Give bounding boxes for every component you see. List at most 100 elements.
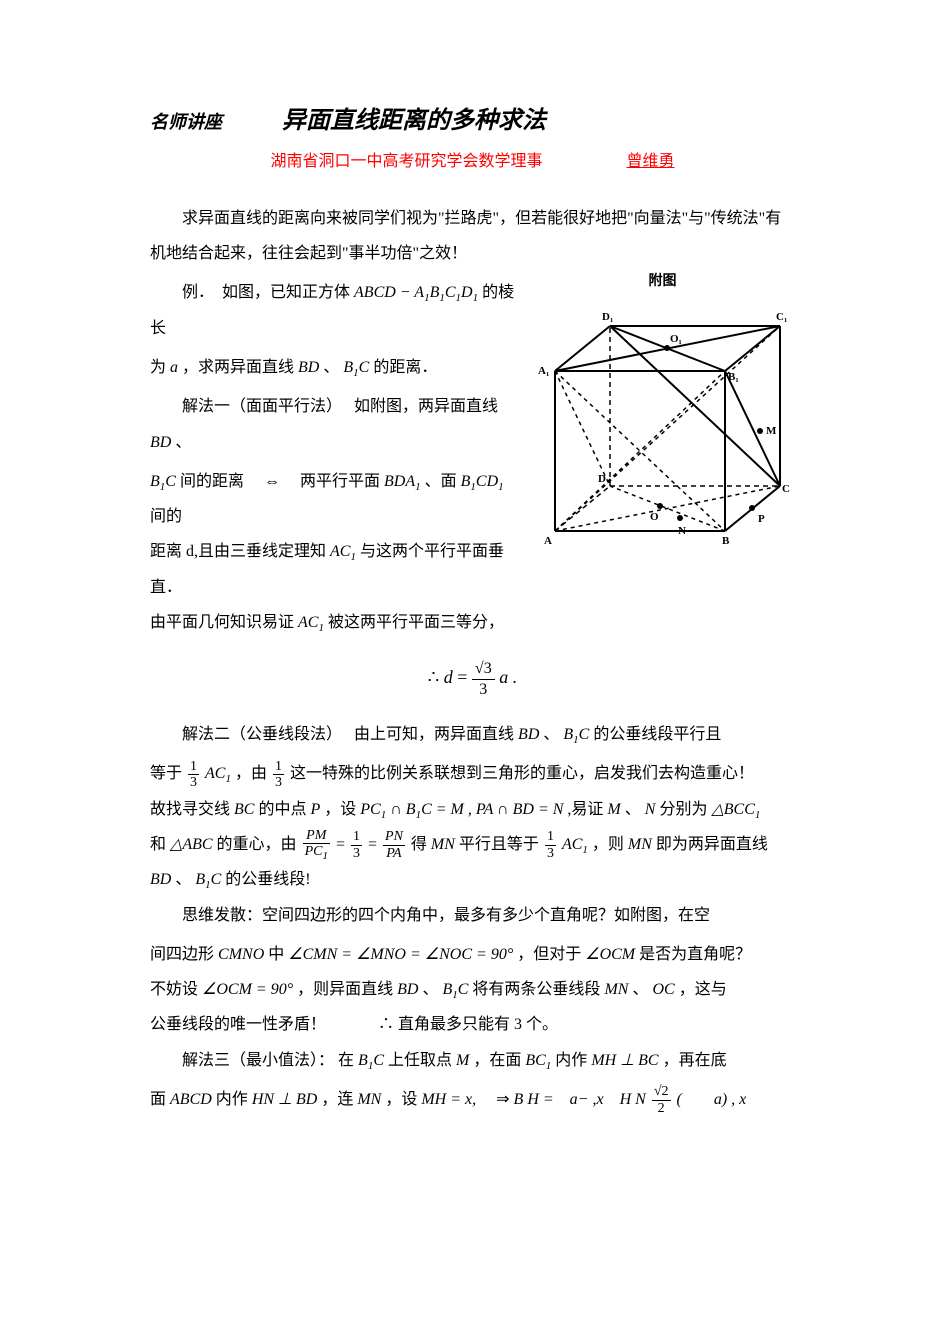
m2-b1c: B1C xyxy=(563,726,589,743)
figure-container: 附图 xyxy=(530,265,795,546)
m3-t1: 在 xyxy=(338,1052,354,1069)
m2-sep: 、 xyxy=(543,726,559,743)
m3-perp2: HN ⊥ BD xyxy=(252,1091,318,1108)
ex-p2-suffix: 的距离． xyxy=(373,359,437,376)
frac-sqrt3-3: √3 3 xyxy=(472,659,495,698)
m2-t16: 即为两异面直线 xyxy=(656,836,768,853)
dv-t2: 间四边形 xyxy=(150,946,214,963)
m3-imp: ⇒ xyxy=(496,1091,509,1108)
divergence-p2: 间四边形 CMNO 中 ∠CMN = ∠MNO = ∠NOC = 90° ，但对… xyxy=(150,937,795,972)
m3-bh: B H = a− ,x H N xyxy=(514,1091,646,1108)
divergence-p1: 思维发散：空间四边形的四个内角中，最多有多少个直角呢？如附图，在空 xyxy=(150,898,795,933)
cube-figure: D₁ C₁ A₁ B₁ D C A B O₁ O M N P xyxy=(530,296,790,546)
f13d-den: 3 xyxy=(545,846,556,861)
dv-t11: 直角最多只能有 3 个。 xyxy=(398,1016,558,1033)
therefore-sym: ∴ xyxy=(428,667,439,687)
dv-sep: 、 xyxy=(422,981,438,998)
dv-t7: ，则异面直线 xyxy=(297,981,393,998)
f13c-num: 1 xyxy=(351,829,362,845)
frac-pn-pa: PN PA xyxy=(383,829,405,861)
dv-t5: 是否为直角呢？ xyxy=(639,946,751,963)
m2-t8: ，设 xyxy=(324,801,356,818)
m3-perp1: MH ⊥ BC xyxy=(591,1052,658,1069)
dv-mn: MN xyxy=(604,981,628,998)
m2-t15: ，则 xyxy=(592,836,624,853)
m2-t9: ,易证 xyxy=(567,801,603,818)
svg-text:P: P xyxy=(758,513,765,525)
formula-d: ∴ d = √3 3 a . xyxy=(150,658,795,699)
svg-text:C₁: C₁ xyxy=(776,311,787,323)
svg-text:O₁: O₁ xyxy=(670,333,682,345)
ex-p2-mid: ，求两异面直线 xyxy=(182,359,294,376)
example-section: 附图 xyxy=(150,275,795,640)
m3-t2: 上任取点 xyxy=(388,1052,452,1069)
m2-t17: 的公垂线段! xyxy=(225,871,310,888)
m1-t4: 、面 xyxy=(425,473,457,490)
m2-ac1b: AC1 xyxy=(562,836,588,853)
m3-t4: 内作 xyxy=(555,1052,587,1069)
m2-t6: 故找寻交线 xyxy=(150,801,230,818)
m2-t13: 得 xyxy=(411,836,427,853)
m2-tri1: △BCC1 xyxy=(711,801,760,818)
method1-p4: 由平面几何知识易证 AC1 被这两平行平面三等分， xyxy=(150,605,795,640)
m1-t2: 间的距离 xyxy=(180,473,260,490)
method2-title: 解法二（公垂线段法） xyxy=(182,726,334,743)
m3-t8: ，连 xyxy=(321,1091,353,1108)
m3-M: M xyxy=(456,1052,469,1069)
s22-num: √2 xyxy=(652,1084,671,1100)
line-bd: BD xyxy=(298,359,319,376)
pc1-den: PC1 xyxy=(303,844,330,862)
m2-t1: 由上可知，两异面直线 xyxy=(354,726,514,743)
m2-eq1: PC1 ∩ B1C = M , PA ∩ BD = N xyxy=(360,801,563,818)
f13b-num: 1 xyxy=(273,759,284,775)
dv-t6: 不妨设 xyxy=(150,981,198,998)
m2-t4: ，由 xyxy=(235,765,267,782)
svg-text:O: O xyxy=(650,511,659,523)
m1-plane1: BDA1 xyxy=(384,473,421,490)
m2-sep2: 、 xyxy=(625,801,641,818)
m1-t3: 两平行平面 xyxy=(284,473,380,490)
m2-mn2: MN xyxy=(628,836,652,853)
dv-t4: ，但对于 xyxy=(517,946,581,963)
ex-p2-prefix: 为 xyxy=(150,359,166,376)
method3-p2: 面 ABCD 内作 HN ⊥ BD ，连 MN ，设 MH = x, ⇒ B H… xyxy=(150,1082,795,1117)
m1-ac1b: AC1 xyxy=(298,614,324,631)
m1-sep: 、 xyxy=(175,434,191,451)
method3-title: 解法三（最小值法）： xyxy=(182,1052,334,1069)
m3-t9: ，设 xyxy=(385,1091,417,1108)
var-d: d xyxy=(444,667,453,687)
m3-bc1: BC1 xyxy=(525,1052,551,1069)
svg-text:A: A xyxy=(544,535,552,546)
dv-quad: CMNO xyxy=(218,946,264,963)
dv-bd: BD xyxy=(397,981,418,998)
m3-set: MH = x, xyxy=(421,1091,476,1108)
svg-text:M: M xyxy=(766,425,777,437)
figure-label: 附图 xyxy=(530,265,795,296)
m2-t7: 的中点 xyxy=(258,801,306,818)
main-title: 异面直线距离的多种求法 xyxy=(282,100,546,135)
svg-text:B₁: B₁ xyxy=(728,371,739,383)
svg-text:C: C xyxy=(782,483,790,495)
author: 曾维勇 xyxy=(627,147,675,171)
frac-1-3b: 1 3 xyxy=(273,759,284,791)
dv-sep2: 、 xyxy=(632,981,648,998)
pm-num: PM xyxy=(303,828,330,844)
content: 求异面直线的距离向来被同学们视为"拦路虎"，但若能很好地把"向量法"与"传统法"… xyxy=(150,201,795,1117)
svg-text:B: B xyxy=(722,535,730,546)
m3-t7: 内作 xyxy=(216,1091,248,1108)
f13c-den: 3 xyxy=(351,846,362,861)
m2-bd: BD xyxy=(518,726,539,743)
dv-t8: 将有两条公垂线段 xyxy=(472,981,600,998)
var-a: a . xyxy=(499,667,517,687)
dv-assume: ∠OCM = 90° xyxy=(202,981,293,998)
frac-1-3d: 1 3 xyxy=(545,829,556,861)
method2-p3: 故找寻交线 BC 的中点 P ，设 PC1 ∩ B1C = M , PA ∩ B… xyxy=(150,792,795,827)
svg-text:D: D xyxy=(598,473,606,485)
m2-t5: 这一特殊的比例关系联想到三角形的重心，启发我们去构造重心！ xyxy=(290,765,754,782)
m2-bc: BC xyxy=(234,801,254,818)
frac-sqrt2-2: √2 2 xyxy=(652,1084,671,1116)
dv-t3: 中 xyxy=(268,946,284,963)
dv-t10: 公垂线段的唯一性矛盾！ xyxy=(150,1016,326,1033)
m1-t1: 如附图，两异面直线 xyxy=(354,398,498,415)
edge-a: a xyxy=(170,359,178,376)
